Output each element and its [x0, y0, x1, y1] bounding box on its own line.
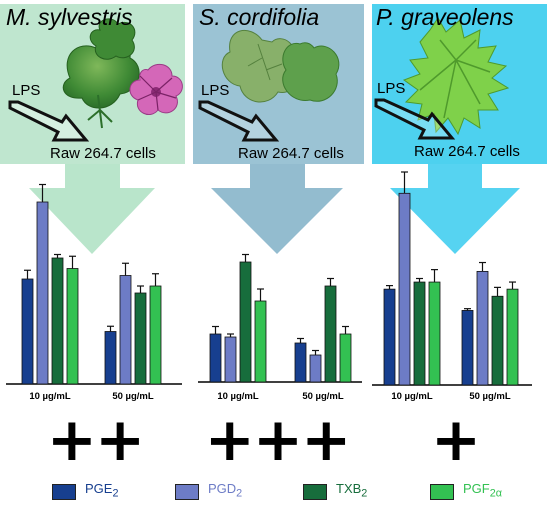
bar-1-1-2 [36, 201, 49, 385]
bar-3-2-3 [491, 295, 504, 386]
cells-label-2: Raw 264.7 cells [238, 145, 344, 162]
activity-rating-1: ++ [46, 405, 146, 475]
bar-1-2-3 [134, 292, 147, 385]
bar-3-1-4 [428, 281, 441, 386]
bar-1-1-3 [51, 257, 64, 385]
bar-2-1-4 [254, 300, 267, 383]
group-label-2-1: 10 µg/mL [217, 391, 259, 402]
legend-swatch-txb2 [303, 484, 327, 500]
bar-2-1-2 [224, 336, 237, 383]
species-title-3: P. graveolens [376, 4, 514, 30]
bar-1-2-2 [119, 275, 132, 385]
down-arrow-2 [211, 164, 343, 254]
bar-1-2-1 [104, 331, 117, 385]
bar-3-2-2 [476, 270, 489, 386]
legend-swatch-pgd2 [175, 484, 199, 500]
down-arrow-1 [29, 164, 155, 254]
bar-charts [6, 171, 532, 386]
bar-1-1-4 [66, 268, 79, 385]
group-label-3-2: 50 µg/mL [469, 391, 511, 402]
bar-2-2-3 [324, 285, 337, 383]
group-label-2-2: 50 µg/mL [302, 391, 344, 402]
species-title-2: S. cordifolia [199, 4, 320, 30]
bar-2-1-3 [239, 261, 252, 383]
mallow-leaf-flower-icon [62, 18, 183, 129]
bar-3-1-3 [413, 281, 426, 386]
bar-3-2-1 [461, 310, 474, 386]
species-title-1: M. sylvestris [6, 4, 133, 30]
activity-rating-3: + [430, 405, 481, 475]
bar-2-2-1 [294, 342, 307, 383]
legend-label-pgf2a: PGF2α [463, 481, 503, 500]
group-label-1-1: 10 µg/mL [29, 391, 71, 402]
bar-3-1-1 [383, 288, 396, 386]
geranium-leaf-icon [402, 17, 510, 136]
activity-rating-2: +++ [204, 405, 352, 475]
cells-label-3: Raw 264.7 cells [414, 143, 520, 160]
lps-arrow-2 [198, 100, 280, 142]
cells-label-1: Raw 264.7 cells [50, 145, 156, 162]
group-label-3-1: 10 µg/mL [391, 391, 433, 402]
bar-2-1-1 [209, 333, 222, 383]
bar-2-2-4 [339, 333, 352, 383]
legend-swatch-pge2 [52, 484, 76, 500]
legend-swatch-pgf2a [430, 484, 454, 500]
bar-1-2-4 [149, 285, 162, 385]
down-arrow-3 [390, 164, 520, 254]
bar-1-1-1 [21, 278, 34, 385]
legend-label-pgd2: PGD2 [208, 481, 243, 500]
lps-label-2: LPS [201, 82, 230, 99]
legend-label-txb2: TXB2 [336, 481, 368, 500]
bar-3-2-4 [506, 288, 519, 386]
lps-label-1: LPS [12, 82, 41, 99]
lps-arrow-1 [8, 100, 90, 142]
bar-3-1-2 [398, 192, 411, 386]
lps-label-3: LPS [377, 80, 406, 97]
group-label-1-2: 50 µg/mL [112, 391, 154, 402]
legend-label-pge2: PGE2 [85, 481, 119, 500]
heart-leaf-icon [221, 30, 340, 103]
bar-2-2-2 [309, 354, 322, 383]
lps-arrow-3 [374, 98, 456, 140]
